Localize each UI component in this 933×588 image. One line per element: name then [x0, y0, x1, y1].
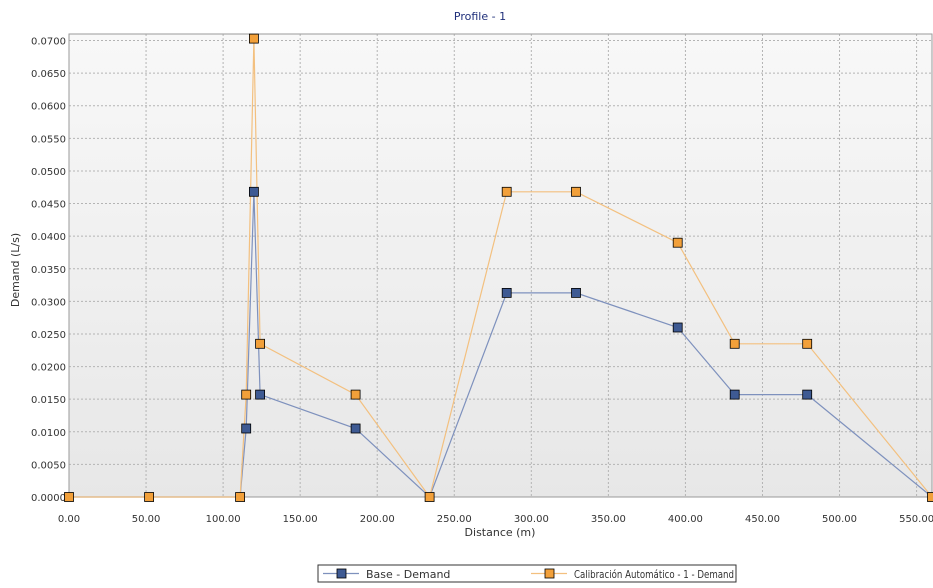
- x-tick-label: 100.00: [206, 514, 241, 525]
- legend-marker-calibration: [544, 568, 555, 579]
- data-point-marker: [729, 338, 740, 349]
- series-markers-calibration: [64, 33, 933, 502]
- y-tick-label: 0.0550: [31, 134, 66, 145]
- data-point-marker: [255, 338, 266, 349]
- grid-lines: [68, 34, 932, 498]
- x-tick-label: 150.00: [283, 514, 318, 525]
- legend-box: [317, 564, 737, 583]
- legend-marker-base: [336, 568, 347, 579]
- y-tick-label: 0.0250: [31, 330, 66, 341]
- x-tick-label: 250.00: [437, 514, 472, 525]
- data-point-marker: [802, 389, 813, 400]
- data-point-marker: [350, 423, 361, 434]
- data-point-marker: [802, 338, 813, 349]
- series-markers-base: [241, 186, 813, 434]
- series-calibration: [69, 38, 933, 499]
- data-point-marker: [571, 186, 581, 197]
- y-tick-label: 0.0200: [31, 363, 66, 374]
- data-point-marker: [501, 287, 512, 298]
- plot-frame: [68, 33, 933, 498]
- series-layer: [64, 33, 933, 502]
- x-tick-label: 400.00: [668, 514, 703, 525]
- y-tick-label: 0.0700: [31, 37, 66, 48]
- data-point-marker: [729, 389, 740, 400]
- data-point-marker: [350, 389, 361, 400]
- data-point-marker: [241, 423, 252, 434]
- y-tick-label: 0.0150: [31, 395, 66, 406]
- y-tick-label: 0.0000: [31, 493, 66, 504]
- x-tick-label: 300.00: [514, 514, 549, 525]
- y-tick-label: 0.0050: [31, 460, 66, 471]
- legend: Base - Demand Calibración Automático - 1…: [317, 564, 737, 583]
- y-tick-label: 0.0300: [31, 297, 66, 308]
- legend-label-base: Base - Demand: [366, 568, 450, 581]
- x-tick-label: 0.00: [58, 514, 80, 525]
- x-axis-title: Distance (m): [465, 526, 536, 539]
- y-axis-tick-labels: 0.0000 0.0050 0.0100 0.0150 0.0200 0.0250 0.03…: [31, 37, 66, 504]
- chart-title: Profile - 1: [454, 10, 506, 23]
- series-line-calibration: [69, 38, 933, 499]
- data-point-marker: [241, 389, 252, 400]
- y-tick-label: 0.0450: [31, 200, 66, 211]
- y-tick-label: 0.0500: [31, 167, 66, 178]
- data-point-marker: [424, 492, 435, 502]
- data-point-marker: [571, 287, 581, 298]
- y-axis-title: Demand (L/s): [9, 233, 22, 307]
- x-tick-label: 550.00: [899, 514, 933, 525]
- data-point-marker: [64, 492, 74, 502]
- legend-label-calibration: Calibración Automático - 1 - Demand: [574, 568, 734, 581]
- x-tick-label: 500.00: [822, 514, 857, 525]
- y-tick-label: 0.0600: [31, 102, 66, 113]
- y-tick-label: 0.0100: [31, 428, 66, 439]
- data-point-marker: [255, 389, 266, 400]
- plot-area: [69, 34, 932, 497]
- x-tick-label: 200.00: [360, 514, 395, 525]
- y-tick-label: 0.0650: [31, 69, 66, 80]
- data-point-marker: [248, 33, 259, 44]
- data-point-marker: [248, 186, 259, 197]
- x-tick-label: 50.00: [132, 514, 161, 525]
- x-tick-label: 350.00: [591, 514, 626, 525]
- data-point-marker: [235, 492, 246, 502]
- data-point-marker: [672, 237, 683, 248]
- y-tick-label: 0.0350: [31, 265, 66, 276]
- data-point-marker: [501, 186, 512, 197]
- data-point-marker: [672, 322, 683, 333]
- y-tick-label: 0.0400: [31, 232, 66, 243]
- data-point-marker: [144, 492, 155, 502]
- x-axis-tick-labels: 0.00 50.00 100.00 150.00 200.00 250.00 300.00 3…: [58, 514, 933, 525]
- x-tick-label: 450.00: [745, 514, 780, 525]
- data-point-marker: [927, 492, 933, 502]
